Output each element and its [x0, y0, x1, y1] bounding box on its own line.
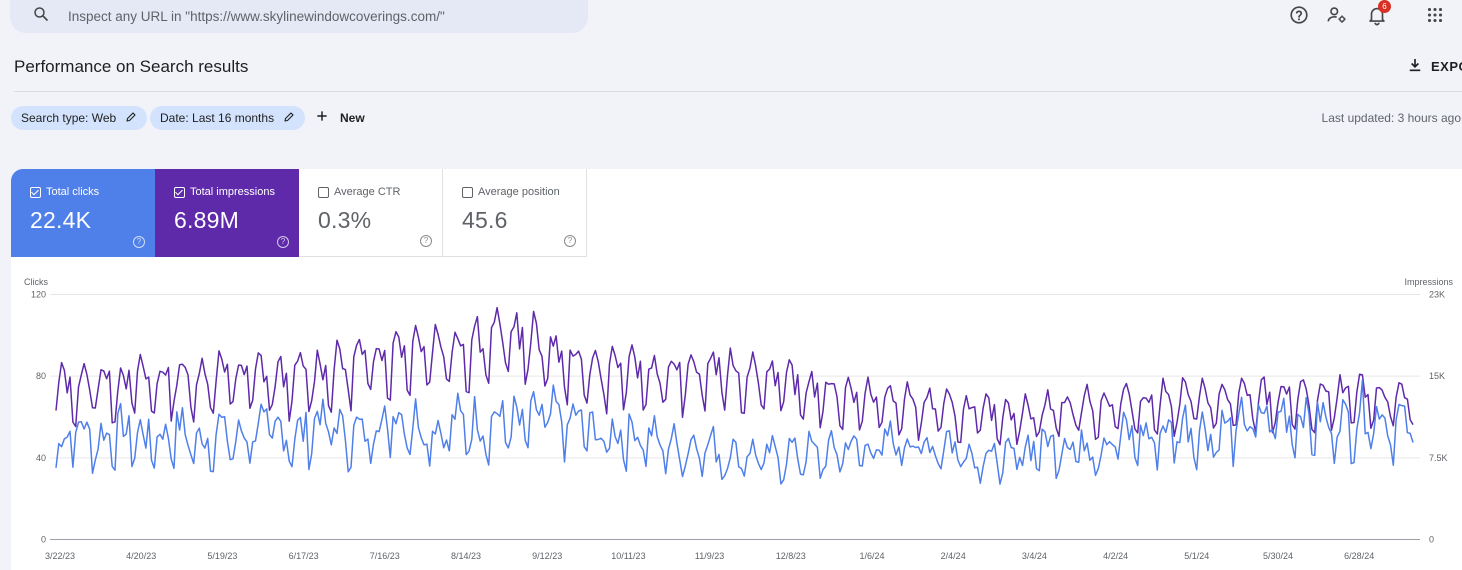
- help-icon[interactable]: ?: [133, 236, 145, 248]
- left-axis-ticks: 0 40 80 120: [31, 290, 46, 545]
- x-tick-label: 11/9/23: [695, 551, 724, 561]
- metric-value: 45.6: [462, 207, 508, 233]
- header-divider: [14, 91, 1462, 92]
- left-axis-label: Clicks: [24, 277, 48, 287]
- x-tick-label: 4/20/23: [126, 551, 156, 561]
- page-title: Performance on Search results: [14, 57, 249, 76]
- metric-card-average-position[interactable]: Average position 45.6 ?: [443, 169, 587, 257]
- right-tick-label: 15K: [1429, 371, 1445, 381]
- help-icon[interactable]: [1288, 4, 1310, 26]
- x-tick-label: 8/14/23: [451, 551, 481, 561]
- notification-count-badge: 6: [1378, 0, 1391, 13]
- new-label: New: [340, 110, 365, 125]
- last-updated-text: Last updated: 3 hours ago: [1321, 111, 1461, 125]
- grid-lines: [50, 294, 1420, 540]
- metric-label: Total impressions: [190, 186, 275, 198]
- x-tick-label: 9/12/23: [532, 551, 562, 561]
- x-tick-label: 12/8/23: [776, 551, 806, 561]
- checkbox-checked-icon[interactable]: [30, 186, 41, 198]
- metric-value: 0.3%: [318, 207, 372, 233]
- right-axis-ticks: 0 7.5K 15K 23K: [1429, 290, 1448, 545]
- x-tick-label: 5/19/23: [207, 551, 237, 561]
- metric-card-total-impressions[interactable]: Total impressions 6.89M ?: [155, 169, 299, 257]
- edit-pencil-icon: [274, 111, 295, 126]
- x-tick-label: 6/17/23: [289, 551, 319, 561]
- metric-label: Average CTR: [334, 186, 401, 198]
- help-icon[interactable]: ?: [277, 236, 289, 248]
- right-tick-label: 0: [1429, 535, 1434, 545]
- x-tick-label: 6/28/24: [1344, 551, 1374, 561]
- left-tick-label: 0: [41, 535, 46, 545]
- date-filter-chip[interactable]: Date: Last 16 months: [150, 106, 306, 130]
- x-tick-label: 1/6/24: [859, 551, 884, 561]
- checkbox-unchecked-icon[interactable]: [318, 186, 329, 198]
- left-tick-label: 40: [36, 453, 46, 463]
- left-tick-label: 80: [36, 371, 46, 381]
- metric-value: 6.89M: [174, 207, 239, 233]
- x-tick-label: 10/11/23: [611, 551, 645, 561]
- checkbox-unchecked-icon[interactable]: [462, 186, 473, 198]
- x-tick-label: 3/22/23: [45, 551, 75, 561]
- metric-label: Total clicks: [46, 186, 100, 198]
- metric-value: 22.4K: [30, 207, 92, 233]
- export-button[interactable]: EXPORT: [1406, 56, 1462, 77]
- search-type-filter-chip[interactable]: Search type: Web: [11, 106, 148, 130]
- x-tick-label: 5/30/24: [1263, 551, 1293, 561]
- edit-pencil-icon: [116, 111, 137, 126]
- manage-accounts-icon[interactable]: [1326, 4, 1348, 26]
- help-icon[interactable]: ?: [420, 235, 432, 247]
- right-tick-label: 23K: [1429, 290, 1445, 300]
- left-tick-label: 120: [31, 290, 46, 300]
- url-inspect-search-bar[interactable]: Inspect any URL in "https://www.skylinew…: [10, 0, 588, 33]
- series-line-clicks[interactable]: [55, 379, 1414, 485]
- search-input[interactable]: Inspect any URL in "https://www.skylinew…: [68, 9, 445, 24]
- x-tick-label: 5/1/24: [1184, 551, 1209, 561]
- right-axis-label: Impressions: [1404, 277, 1453, 287]
- chip-label: Date: Last 16 months: [160, 111, 275, 125]
- x-tick-label: 3/4/24: [1022, 551, 1047, 561]
- x-tick-label: 4/2/24: [1103, 551, 1128, 561]
- search-icon: [32, 5, 50, 28]
- export-label: EXPORT: [1431, 59, 1462, 74]
- x-axis-ticks: 3/22/23 4/20/23 5/19/23 6/17/23 7/16/23 8/14/…: [45, 551, 1374, 561]
- chip-label: Search type: Web: [21, 111, 117, 125]
- series-line-impressions[interactable]: [55, 306, 1414, 446]
- help-icon[interactable]: ?: [564, 235, 576, 247]
- apps-grid-icon[interactable]: [1424, 4, 1446, 26]
- metric-label: Average position: [478, 186, 560, 198]
- download-icon: [1406, 56, 1431, 77]
- metric-card-average-ctr[interactable]: Average CTR 0.3% ?: [299, 169, 443, 257]
- x-tick-label: 7/16/23: [370, 551, 400, 561]
- right-tick-label: 7.5K: [1429, 453, 1448, 463]
- x-tick-label: 2/4/24: [941, 551, 966, 561]
- checkbox-checked-icon[interactable]: [174, 186, 185, 198]
- new-filter-button[interactable]: New: [314, 108, 365, 127]
- bell-icon[interactable]: 6: [1366, 0, 1391, 26]
- metric-card-total-clicks[interactable]: Total clicks 22.4K ?: [11, 169, 155, 257]
- plus-icon: [314, 108, 340, 127]
